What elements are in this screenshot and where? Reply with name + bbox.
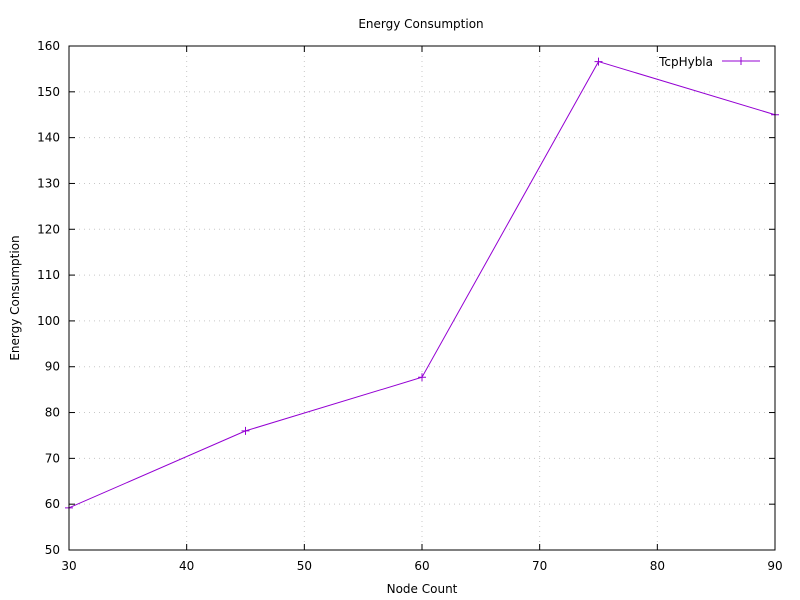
- ticks: 50 60 70 80 90 100 110 120 130 140 150 160 30 40 50 60 7…: [37, 39, 783, 573]
- y-tick-label: 150: [37, 85, 60, 99]
- legend-marker-tcphybla: [737, 57, 745, 65]
- data-point: [241, 426, 250, 435]
- x-tick-label: 30: [61, 559, 76, 573]
- y-tick-label: 140: [37, 131, 60, 145]
- y-tick-label: 80: [45, 406, 60, 420]
- series-line-tcphybla: [68, 60, 776, 509]
- y-tick-label: 110: [37, 268, 60, 282]
- x-tick-label: 40: [179, 559, 194, 573]
- chart-title: Energy Consumption: [358, 17, 483, 31]
- x-tick-label: 80: [650, 559, 665, 573]
- legend-label-tcphybla: TcpHybla: [658, 55, 713, 69]
- y-tick-label: 130: [37, 176, 60, 190]
- y-tick-label: 60: [45, 497, 60, 511]
- grid: [69, 46, 775, 550]
- x-tick-label: 60: [414, 559, 429, 573]
- y-tick-label: 90: [45, 360, 60, 374]
- y-tick-label: 50: [45, 543, 60, 557]
- x-tick-label: 90: [767, 559, 782, 573]
- x-tick-label: 70: [532, 559, 547, 573]
- y-tick-label: 160: [37, 39, 60, 53]
- y-tick-label: 100: [37, 314, 60, 328]
- y-tick-label: 70: [45, 451, 60, 465]
- legend: TcpHybla: [658, 55, 760, 69]
- y-axis-label: Energy Consumption: [8, 235, 22, 360]
- series-layer: [65, 57, 779, 512]
- x-tick-label: 50: [297, 559, 312, 573]
- data-point: [594, 57, 603, 66]
- y-tick-label: 120: [37, 222, 60, 236]
- data-point: [418, 373, 426, 382]
- x-axis-label: Node Count: [387, 582, 458, 596]
